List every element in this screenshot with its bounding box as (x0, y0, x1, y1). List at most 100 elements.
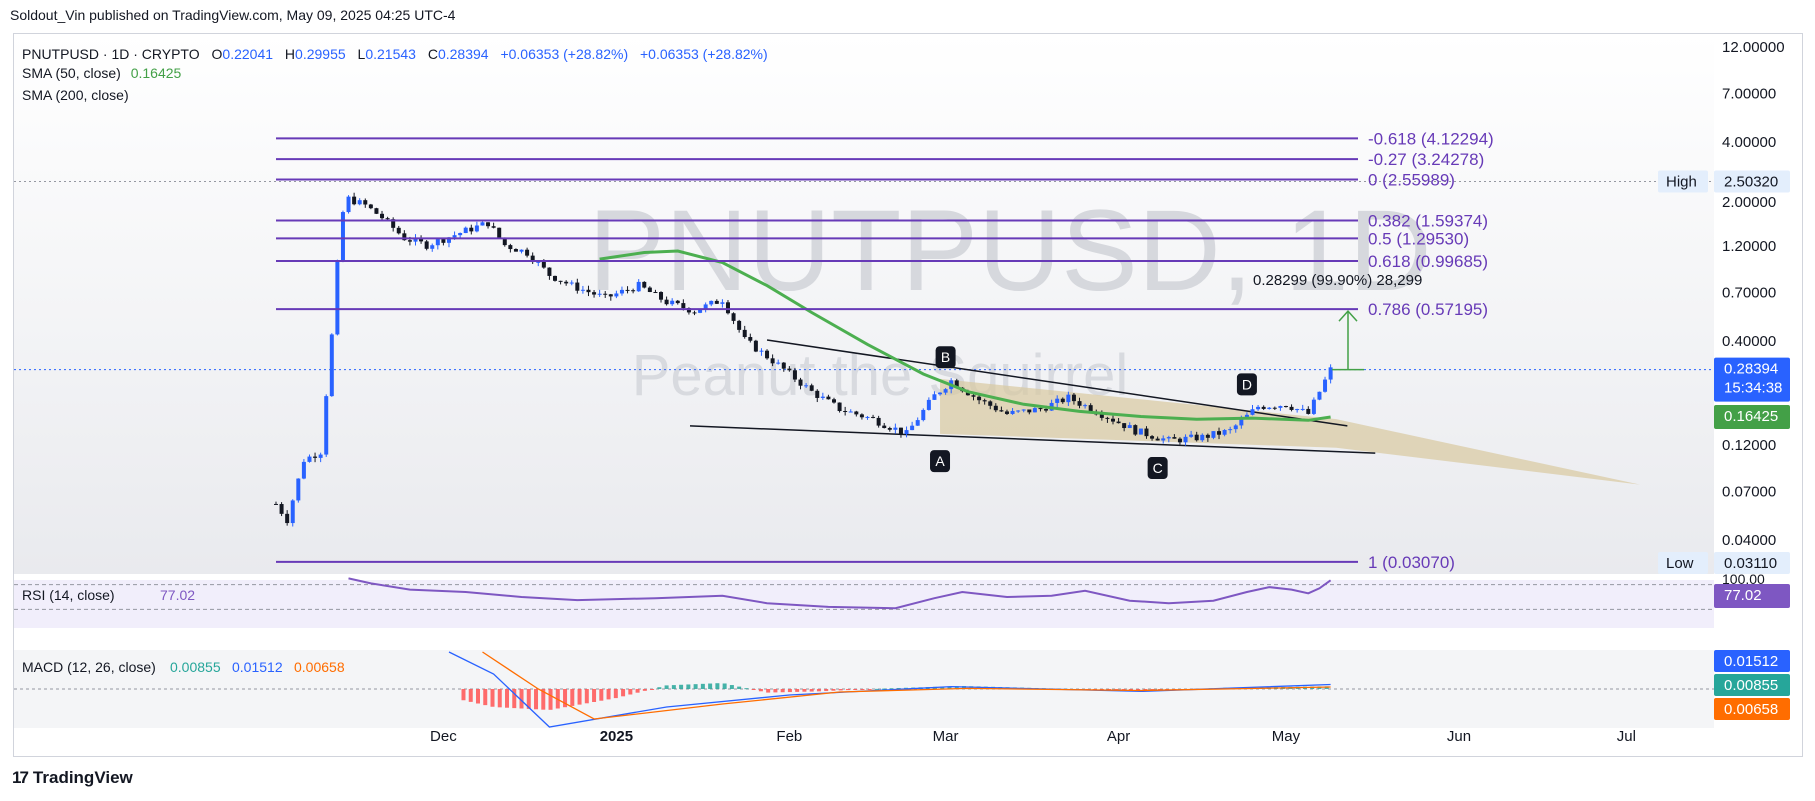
macd-line-tag-text: 0.01512 (1724, 653, 1778, 670)
candle-body (1105, 417, 1110, 419)
candle-body (843, 411, 848, 413)
legend-c-value: 0.28394 (438, 46, 489, 62)
candle-body (357, 200, 362, 205)
candle-body (318, 454, 323, 458)
candle-body (296, 478, 301, 501)
candle-body (1183, 436, 1188, 443)
candle-body (1211, 431, 1216, 438)
candle-body (290, 500, 295, 524)
candle-body (714, 300, 719, 304)
candle-body (837, 402, 842, 412)
candle-body (1032, 408, 1037, 413)
candle-body (926, 399, 931, 410)
candle-body (820, 396, 825, 398)
macd-hist-bar (780, 689, 785, 693)
candle-body (982, 400, 987, 402)
macd-hist-bar (751, 689, 756, 690)
candle-body (876, 417, 881, 426)
low-tag-bg (1658, 552, 1708, 574)
candle-body (1189, 434, 1194, 437)
high-tag-bg (1658, 170, 1708, 193)
candle-body (1055, 398, 1060, 403)
candle-body (692, 312, 697, 314)
macd-hist-bar (700, 683, 705, 689)
candle-body (759, 350, 764, 352)
price-axis-tick: 2.00000 (1722, 194, 1776, 211)
pattern-point-label: A (935, 453, 945, 469)
candle-body (446, 237, 451, 243)
candle-body (1200, 434, 1205, 441)
candle-body (954, 380, 959, 388)
candle-body (363, 200, 368, 205)
time-axis-tick: May (1272, 728, 1301, 745)
candle-body (419, 237, 424, 242)
legend-change-1: +0.06353 (+28.82%) (500, 46, 628, 62)
candle-body (647, 287, 652, 293)
price-axis-tick: 12.00000 (1722, 39, 1785, 56)
time-axis-tick: 2025 (600, 728, 633, 745)
candle-body (614, 293, 619, 297)
macd-hist-bar (853, 689, 858, 690)
candle-body (340, 212, 345, 262)
pattern-point-badge (1147, 457, 1168, 480)
candle-body (1077, 401, 1082, 406)
macd-hist-bar (889, 688, 894, 690)
candle-body (441, 239, 446, 243)
legend-sma50-value: 0.16425 (131, 65, 182, 81)
macd-hist-bar (686, 684, 691, 689)
price-axis-tick: 7.00000 (1722, 86, 1776, 103)
candle-body (407, 240, 412, 242)
candle-body (686, 308, 691, 313)
lower-trendline (689, 425, 1376, 454)
last-price-tag-bg (1714, 357, 1790, 402)
candle-body (380, 213, 385, 219)
candle-body (486, 222, 491, 227)
candle-body (1272, 407, 1277, 409)
rsi-value-tag-bg (1714, 584, 1790, 608)
rsi-pane-bg (14, 580, 1714, 628)
wedge-pattern-fill (940, 378, 1640, 485)
candle-body (1144, 428, 1149, 437)
candle-body (385, 218, 390, 220)
candle-body (1155, 438, 1160, 441)
legend-sma50: SMA (50, close) 0.16425 (22, 65, 182, 81)
candle-body (832, 399, 836, 403)
candle-body (904, 430, 909, 435)
macd-hist-bar (475, 689, 480, 704)
macd-hist-bar (831, 689, 836, 691)
footer-brand[interactable]: 17 TradingView (12, 768, 133, 788)
candle-body (1256, 406, 1261, 410)
candle-body (1166, 437, 1171, 439)
candle-body (943, 389, 948, 393)
candle-body (1250, 409, 1255, 415)
macd-hist-bar (940, 686, 945, 689)
watermark-symbol: PNUTPUSD, 1D (588, 187, 1431, 315)
candle-body (307, 456, 312, 462)
candle-body (491, 226, 496, 228)
candle-body (346, 196, 351, 213)
macd-hist-bar (570, 689, 575, 706)
candle-body (703, 304, 708, 310)
pattern-point-label: C (1153, 460, 1163, 476)
sma50-tag-bg (1714, 405, 1790, 429)
candle-body (1122, 423, 1127, 429)
candle-body (575, 282, 580, 291)
macd-hist-bar (657, 687, 662, 689)
macd-hist-bar (519, 689, 524, 709)
candle-body (619, 289, 624, 294)
macd-hist-bar (497, 689, 502, 708)
high-value-tag-bg (1714, 170, 1790, 193)
candle-body (871, 416, 876, 418)
candle-body (502, 237, 507, 246)
candle-body (887, 428, 892, 430)
fib-level-label: 0.786 (0.57195) (1368, 300, 1488, 319)
candle-body (1172, 437, 1177, 439)
macd-hist-bar (505, 689, 510, 708)
macd-hist-bar (824, 689, 829, 692)
macd-hist-bar (671, 685, 676, 689)
candle-body (368, 204, 373, 209)
candle-body (1295, 409, 1300, 411)
candle-body (329, 334, 334, 397)
macd-hist-bar (526, 689, 531, 709)
